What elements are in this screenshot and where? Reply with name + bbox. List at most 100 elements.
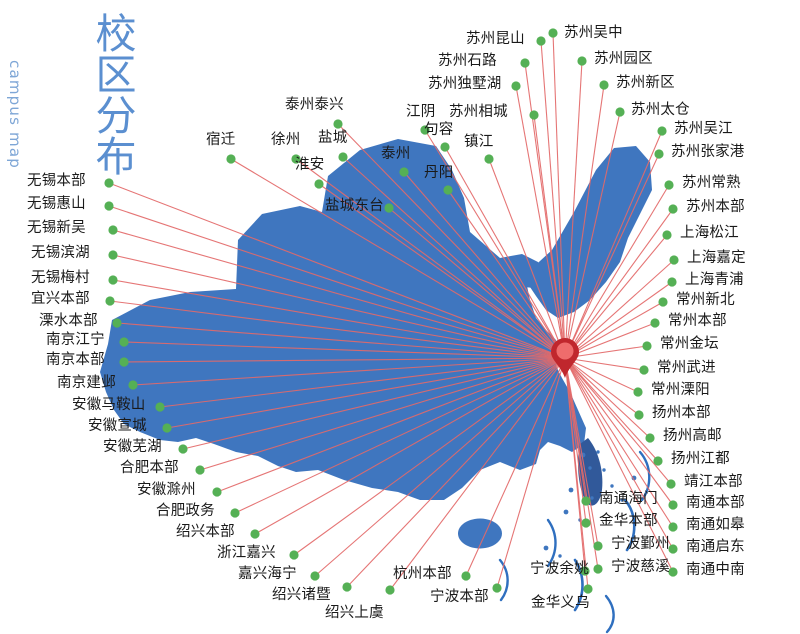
campus-node-dot[interactable] bbox=[654, 149, 664, 159]
campus-label[interactable]: 泰州泰兴 bbox=[285, 97, 344, 113]
campus-node-dot[interactable] bbox=[128, 380, 138, 390]
campus-node-dot[interactable] bbox=[580, 566, 590, 576]
campus-label[interactable]: 扬州本部 bbox=[652, 405, 711, 421]
campus-label[interactable]: 常州武进 bbox=[657, 360, 716, 376]
campus-node-dot[interactable] bbox=[583, 584, 593, 594]
campus-label[interactable]: 南通中南 bbox=[686, 562, 745, 578]
campus-label[interactable]: 常州金坛 bbox=[660, 336, 719, 352]
campus-label[interactable]: 宜兴本部 bbox=[31, 291, 90, 307]
campus-label[interactable]: 徐州 bbox=[271, 132, 301, 148]
campus-node-dot[interactable] bbox=[599, 80, 609, 90]
campus-node-dot[interactable] bbox=[668, 204, 678, 214]
campus-node-dot[interactable] bbox=[119, 357, 129, 367]
campus-label[interactable]: 靖江本部 bbox=[684, 474, 743, 490]
campus-node-dot[interactable] bbox=[178, 444, 188, 454]
campus-node-dot[interactable] bbox=[536, 36, 546, 46]
campus-node-dot[interactable] bbox=[653, 456, 663, 466]
campus-label[interactable]: 南京江宁 bbox=[46, 332, 105, 348]
campus-node-dot[interactable] bbox=[520, 58, 530, 68]
campus-label[interactable]: 句容 bbox=[424, 122, 454, 138]
campus-label[interactable]: 宿迁 bbox=[206, 132, 236, 148]
campus-label[interactable]: 苏州本部 bbox=[686, 199, 745, 215]
campus-node-dot[interactable] bbox=[615, 107, 625, 117]
campus-label[interactable]: 南通启东 bbox=[686, 539, 745, 555]
campus-label[interactable]: 宁波余姚 bbox=[530, 561, 589, 577]
campus-node-dot[interactable] bbox=[593, 541, 603, 551]
campus-node-dot[interactable] bbox=[104, 201, 114, 211]
campus-node-dot[interactable] bbox=[639, 365, 649, 375]
campus-label[interactable]: 苏州常熟 bbox=[682, 175, 741, 191]
campus-node-dot[interactable] bbox=[108, 225, 118, 235]
campus-label[interactable]: 绍兴诸暨 bbox=[272, 587, 331, 603]
campus-label[interactable]: 苏州相城 bbox=[449, 104, 508, 120]
headquarters-marker[interactable] bbox=[551, 338, 579, 378]
campus-label[interactable]: 南京建邺 bbox=[57, 375, 116, 391]
campus-node-dots[interactable] bbox=[104, 28, 679, 595]
campus-label[interactable]: 合肥政务 bbox=[156, 503, 215, 519]
campus-label[interactable]: 苏州石路 bbox=[438, 53, 497, 69]
campus-label[interactable]: 扬州高邮 bbox=[663, 428, 722, 444]
campus-label[interactable]: 无锡新吴 bbox=[27, 220, 86, 236]
campus-label[interactable]: 上海青浦 bbox=[685, 272, 744, 288]
campus-label[interactable]: 无锡梅村 bbox=[31, 270, 90, 286]
campus-node-dot[interactable] bbox=[461, 571, 471, 581]
campus-label[interactable]: 苏州吴中 bbox=[564, 25, 623, 41]
campus-node-dot[interactable] bbox=[108, 275, 118, 285]
campus-label[interactable]: 上海嘉定 bbox=[687, 250, 746, 266]
campus-node-dot[interactable] bbox=[669, 255, 679, 265]
campus-label[interactable]: 丹阳 bbox=[424, 165, 454, 181]
campus-label[interactable]: 扬州江都 bbox=[671, 451, 730, 467]
campus-label[interactable]: 常州溧阳 bbox=[651, 382, 710, 398]
campus-label[interactable]: 金华本部 bbox=[599, 513, 658, 529]
campus-node-dot[interactable] bbox=[668, 500, 678, 510]
campus-node-dot[interactable] bbox=[668, 522, 678, 532]
campus-node-dot[interactable] bbox=[112, 318, 122, 328]
campus-node-dot[interactable] bbox=[385, 585, 395, 595]
campus-node-dot[interactable] bbox=[666, 479, 676, 489]
campus-node-dot[interactable] bbox=[593, 564, 603, 574]
campus-label[interactable]: 苏州独墅湖 bbox=[428, 76, 502, 92]
campus-label[interactable]: 南通海门 bbox=[599, 491, 658, 507]
campus-label[interactable]: 无锡本部 bbox=[27, 173, 86, 189]
campus-label[interactable]: 江阴 bbox=[406, 104, 436, 120]
campus-label[interactable]: 杭州本部 bbox=[393, 566, 452, 582]
campus-node-dot[interactable] bbox=[484, 154, 494, 164]
campus-label[interactable]: 苏州新区 bbox=[616, 75, 675, 91]
campus-node-dot[interactable] bbox=[645, 433, 655, 443]
campus-label[interactable]: 无锡滨湖 bbox=[31, 245, 90, 261]
campus-node-dot[interactable] bbox=[250, 529, 260, 539]
campus-label[interactable]: 浙江嘉兴 bbox=[217, 545, 276, 561]
campus-node-dot[interactable] bbox=[155, 402, 165, 412]
campus-node-dot[interactable] bbox=[399, 167, 409, 177]
campus-node-dot[interactable] bbox=[108, 250, 118, 260]
campus-node-dot[interactable] bbox=[384, 203, 394, 213]
campus-node-dot[interactable] bbox=[420, 125, 430, 135]
campus-label[interactable]: 盐城 bbox=[318, 130, 348, 146]
campus-node-dot[interactable] bbox=[511, 81, 521, 91]
campus-node-dot[interactable] bbox=[342, 582, 352, 592]
campus-node-dot[interactable] bbox=[195, 465, 205, 475]
campus-node-dot[interactable] bbox=[633, 387, 643, 397]
campus-label[interactable]: 常州本部 bbox=[668, 313, 727, 329]
campus-label[interactable]: 淮安 bbox=[295, 157, 325, 173]
campus-node-dot[interactable] bbox=[650, 318, 660, 328]
campus-node-dot[interactable] bbox=[230, 508, 240, 518]
campus-node-dot[interactable] bbox=[548, 28, 558, 38]
campus-node-dot[interactable] bbox=[162, 423, 172, 433]
campus-label[interactable]: 溧水本部 bbox=[39, 313, 98, 329]
campus-node-dot[interactable] bbox=[314, 179, 324, 189]
campus-label[interactable]: 安徽马鞍山 bbox=[72, 397, 146, 413]
campus-node-dot[interactable] bbox=[668, 544, 678, 554]
campus-node-dot[interactable] bbox=[658, 297, 668, 307]
campus-label[interactable]: 绍兴本部 bbox=[176, 524, 235, 540]
campus-label[interactable]: 常州新北 bbox=[676, 292, 735, 308]
campus-node-dot[interactable] bbox=[668, 567, 678, 577]
campus-node-dot[interactable] bbox=[104, 178, 114, 188]
campus-label[interactable]: 无锡惠山 bbox=[27, 196, 86, 212]
campus-node-dot[interactable] bbox=[338, 152, 348, 162]
campus-node-dot[interactable] bbox=[310, 571, 320, 581]
campus-label[interactable]: 合肥本部 bbox=[120, 460, 179, 476]
campus-node-dot[interactable] bbox=[289, 550, 299, 560]
campus-label[interactable]: 宁波慈溪 bbox=[611, 559, 670, 575]
campus-node-dot[interactable] bbox=[443, 185, 453, 195]
